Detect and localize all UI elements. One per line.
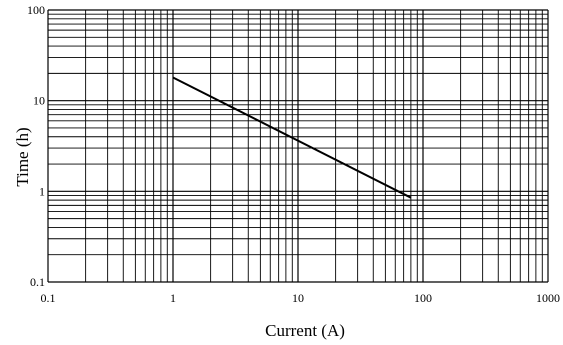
y-tick-label: 100 bbox=[27, 3, 45, 17]
x-tick-label: 100 bbox=[414, 291, 432, 305]
y-tick-label: 1 bbox=[39, 184, 45, 198]
y-axis-label: Time (h) bbox=[13, 127, 32, 186]
y-tick-label: 10 bbox=[33, 94, 45, 108]
y-tick-labels: 0.1 1 10 100 bbox=[27, 3, 45, 289]
grid-lines bbox=[47, 9, 549, 283]
series-line bbox=[172, 76, 412, 199]
x-tick-label: 10 bbox=[292, 291, 304, 305]
x-tick-labels: 0.1 1 10 100 1000 bbox=[41, 291, 561, 305]
x-tick-label: 1 bbox=[170, 291, 176, 305]
y-tick-label: 0.1 bbox=[30, 275, 45, 289]
x-axis-label: Current (A) bbox=[265, 321, 345, 340]
series-layer bbox=[172, 76, 412, 199]
x-tick-label: 0.1 bbox=[41, 291, 56, 305]
x-tick-label: 1000 bbox=[536, 291, 560, 305]
